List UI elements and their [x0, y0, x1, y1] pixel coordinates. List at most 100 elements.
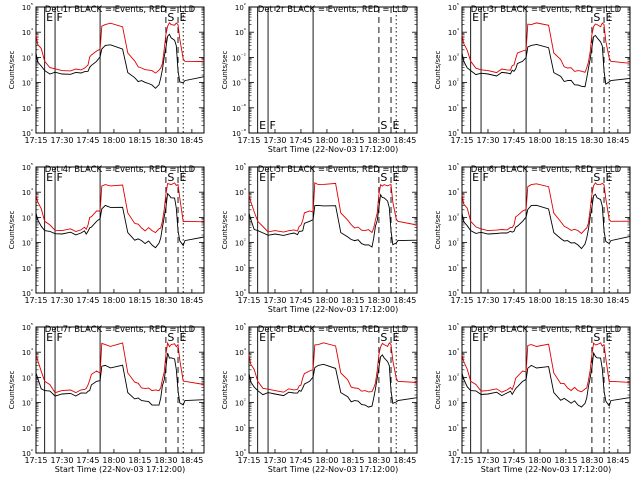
y-tick-label: 10³: [448, 52, 459, 62]
x-tick-label: 17:45: [76, 456, 99, 465]
y-tick-label: 10⁴: [448, 347, 460, 357]
y-tick-label: 10³: [22, 212, 33, 222]
plot-frame: [461, 326, 631, 454]
marker-label: E: [46, 331, 53, 344]
panel-title: Det 3r BLACK = Events, RED = LLD: [471, 5, 622, 15]
series-events-line: [35, 192, 205, 249]
panel-det3r: 17:15 17:30 17:45 18:00 18:15 18:30 18:45 10⁰ 10…: [434, 2, 631, 145]
x-tick-label: 18:30: [580, 136, 603, 145]
x-tick-label: 17:45: [502, 456, 525, 465]
marker-label: E: [259, 331, 266, 344]
marker-label: S: [380, 119, 387, 132]
y-tick-label: 10²: [448, 238, 459, 248]
y-tick-label: 10²: [22, 78, 33, 88]
y-tick-label: 10⁻²: [232, 52, 246, 62]
x-tick-label: 18:00: [102, 136, 125, 145]
marker-label: F: [483, 331, 489, 344]
plot-frame: [248, 326, 418, 454]
y-tick-label: 10⁴: [22, 27, 34, 37]
y-tick-label: 10²: [448, 78, 459, 88]
x-tick-label: 18:15: [128, 296, 151, 305]
plot-frame: [35, 6, 205, 134]
x-tick-label: 17:15: [237, 296, 260, 305]
x-tick-label: 18:45: [393, 456, 416, 465]
series-lld-line: [35, 341, 205, 394]
x-tick-label: 18:30: [154, 136, 177, 145]
series-lld-line: [461, 22, 631, 74]
x-tick-label: 18:00: [315, 296, 338, 305]
series-lld-line: [248, 182, 418, 234]
marker-label: F: [57, 11, 63, 24]
marker-label: S: [167, 171, 174, 184]
x-tick-label: 17:30: [50, 296, 73, 305]
y-tick-label: 10⁻⁴: [232, 78, 247, 88]
x-tick-label: 17:15: [24, 456, 47, 465]
marker-label: E: [606, 11, 613, 24]
marker-label: F: [483, 171, 489, 184]
series-lld-line: [461, 342, 631, 393]
y-tick-label: 10¹: [448, 263, 459, 273]
x-tick-label: 17:45: [502, 296, 525, 305]
x-tick-label: 18:15: [128, 456, 151, 465]
x-tick-label: 17:15: [450, 456, 473, 465]
y-tick-label: 10²: [448, 398, 459, 408]
y-tick-label: 10⁰: [448, 448, 460, 458]
y-tick-label: 10²: [235, 398, 246, 408]
x-tick-label: 17:45: [502, 136, 525, 145]
series-lld-line: [461, 182, 631, 235]
y-tick-label: 10¹: [22, 103, 33, 113]
marker-label: S: [167, 331, 174, 344]
y-tick-label: 10⁻⁶: [232, 103, 247, 113]
panel-title: Det 8r BLACK = Events, RED = LLD: [258, 325, 409, 335]
x-tick-label: 18:30: [580, 296, 603, 305]
x-axis-label: Start Time (22-Nov-03 17:12:00): [55, 465, 185, 474]
x-tick-label: 18:45: [606, 456, 629, 465]
x-tick-label: 17:45: [76, 136, 99, 145]
y-tick-label: 10⁰: [235, 288, 247, 298]
y-tick-label: 10³: [448, 212, 459, 222]
y-tick-label: 10³: [22, 372, 33, 382]
x-tick-label: 17:45: [289, 136, 312, 145]
y-tick-label: 10⁵: [22, 322, 33, 332]
series-events-line: [35, 33, 205, 89]
y-axis-label: Counts/sec: [221, 211, 229, 250]
marker-label: E: [393, 171, 400, 184]
y-axis-label: Counts/sec: [434, 51, 442, 90]
x-tick-label: 17:45: [76, 296, 99, 305]
panel-title: Det 9r BLACK = Events, RED = LLD: [471, 325, 622, 335]
x-tick-label: 17:30: [263, 296, 286, 305]
x-tick-label: 18:15: [554, 456, 577, 465]
y-tick-label: 10¹: [22, 263, 33, 273]
y-tick-label: 10⁰: [22, 128, 34, 138]
marker-label: S: [167, 11, 174, 24]
series-lld-line: [35, 182, 205, 234]
x-tick-label: 18:15: [128, 136, 151, 145]
panel-title: Det 7r BLACK = Events, RED = LLD: [45, 325, 196, 335]
y-tick-label: 10⁴: [235, 347, 247, 357]
x-tick-label: 18:45: [180, 136, 203, 145]
x-tick-label: 18:00: [528, 456, 551, 465]
x-tick-label: 17:30: [476, 136, 499, 145]
marker-label: F: [57, 331, 63, 344]
panel-title: Det 5r BLACK = Events, RED = LLD: [258, 165, 409, 175]
y-tick-label: 10³: [235, 372, 246, 382]
y-tick-label: 10⁰: [22, 448, 34, 458]
marker-label: E: [180, 171, 187, 184]
y-tick-label: 10⁵: [235, 322, 246, 332]
series-events-line: [35, 352, 205, 406]
y-axis-label: Counts/sec: [221, 51, 229, 90]
y-tick-label: 10³: [448, 372, 459, 382]
marker-label: E: [259, 171, 266, 184]
panel-title: Det 2r BLACK = Events, RED = LLD: [258, 5, 409, 15]
marker-label: E: [606, 331, 613, 344]
x-tick-label: 17:45: [289, 296, 312, 305]
y-axis-label: Counts/sec: [434, 211, 442, 250]
marker-label: E: [180, 331, 187, 344]
y-tick-label: 10⁴: [22, 347, 34, 357]
y-tick-label: 10²: [22, 398, 33, 408]
x-tick-label: 18:00: [102, 296, 125, 305]
x-tick-label: 18:00: [102, 456, 125, 465]
x-tick-label: 18:15: [341, 136, 364, 145]
y-tick-label: 10⁵: [22, 2, 33, 12]
x-tick-label: 18:15: [341, 456, 364, 465]
